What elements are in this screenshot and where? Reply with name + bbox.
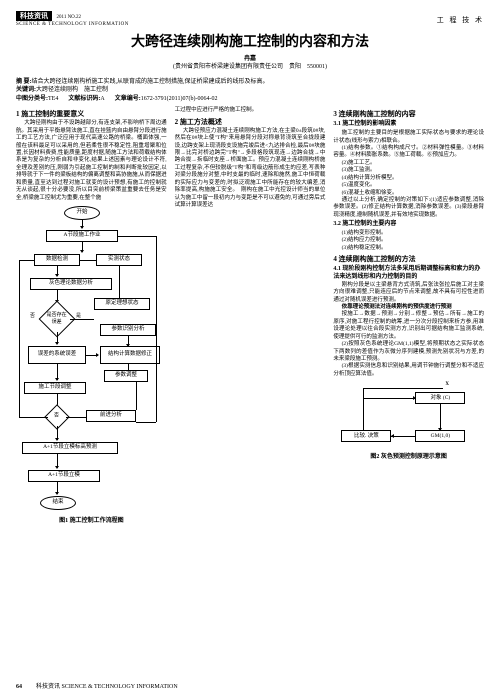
fig1-caption: 图1 施工控制工作流程图 — [16, 518, 167, 526]
author-block: 冉嘉 (贵州省贵阳市桥梁建设集团有限责任公司 贵阳 550001) — [16, 56, 484, 72]
page-number: 64 — [16, 684, 22, 692]
journal-sub: SCIENCE & TECHNOLOGY INFORMATION — [16, 22, 129, 29]
author-affiliation: (贵州省贵阳市桥梁建设集团有限责任公司 贵阳 550001) — [16, 64, 484, 72]
sec2-body: 大跨径预应力混凝土连续刚构施工方法,在主梁0±段筑0#块,然后在0#块上使"T构… — [175, 128, 326, 210]
list-item: (5)温度变化。 — [333, 182, 484, 189]
fig2-caption: 图2 灰色预测控制原理示意图 — [333, 454, 484, 462]
keywords-label: 关键词: — [16, 87, 36, 93]
flowchart-fig1: 开始 A节段施工作业 数据检测 实测状态 灰色理论数据分析 是否存在误差 是 否… — [16, 206, 167, 566]
clc-value: TE4 — [48, 96, 58, 102]
node-l: A+1节段立模标高预测 — [22, 442, 118, 454]
sec3-title: 3 连续刚构施工控制的内容 — [333, 110, 484, 119]
page-footer: 64 科技资讯 SCIENCE & TECHNOLOGY INFORMATION — [16, 684, 484, 692]
articleid-value: 1672-3791(2011)07(b)-0064-02 — [141, 96, 218, 102]
sub31-title: 3.1 施工控制的影响因素 — [333, 121, 484, 129]
label-no: 否 — [30, 314, 35, 321]
sec1-title: 1 施工控制的重要意义 — [16, 110, 167, 119]
mini-comp: 比较. 决策 — [341, 430, 391, 442]
journal-tag: 科技资讯 — [16, 11, 52, 21]
abstract-text: 结合大跨径连续刚构桥施工实践,从联育成的施工控制措施,保证桥梁建成后的线形及标高… — [32, 79, 269, 85]
list32: (1)结构变形控制。 (2)结构应力控制。 (3)结构稳定控制。 — [333, 230, 484, 252]
keywords-text: 大跨径连续刚构 施工控制 — [36, 87, 108, 93]
list-item: (4)结构计算分析模型。 — [333, 175, 484, 182]
content-columns: 1 施工控制的重要意义 大跨径刚构由于不设跨越部分,有连支架,不影响桥下周边通航… — [16, 107, 484, 566]
sub43-body: (3)根据实测信息和识别结果,用调节钟施行调整分和不适应分析顶应算法值。 — [333, 363, 484, 378]
node-end: 结束 — [40, 496, 76, 510]
column-2: 工过程中应进行严格的施工控制。 2 施工方法概述 大跨径预应力混凝土连续刚构施工… — [175, 107, 326, 566]
list31: (1)结构参数。①结构构成尺寸。②材料弹性模量。③材料容量。④材料膨胀系数。⑤施… — [333, 145, 484, 197]
issue-number: 2011 NO.22 — [57, 15, 82, 20]
node-c: 灰色理论数据分析 — [30, 278, 112, 290]
node-b2: 实测状态 — [96, 254, 142, 266]
col2-intro: 工过程中应进行严格的施工控制。 — [175, 107, 326, 114]
node-b1: 数据检测 — [34, 254, 80, 266]
articleid-label: 文章编号: — [115, 96, 141, 102]
sec4-title: 4 连续刚构施工控制的方法 — [333, 255, 484, 264]
sec1-body: 大跨径刚构由于不设跨越部分,有连支架,不影响桥下周边通航。其采用于平衡悬臂法施工… — [16, 120, 167, 202]
list-item: (3)施工监测。 — [333, 167, 484, 174]
node-m: A+1节段立模 — [28, 470, 100, 482]
clc-label: 中图分类号: — [16, 96, 48, 102]
list-item: (6)混凝土收缩和徐变。 — [333, 190, 484, 197]
column-3: 3 连续刚构施工控制的内容 3.1 施工控制的影响因素 施工控制的主要目的是根据… — [333, 107, 484, 566]
node-f: 误差的系统误差 — [28, 346, 86, 364]
sec2-title: 2 施工方法概述 — [175, 118, 326, 127]
node-h: 参数识别分析 — [100, 324, 156, 336]
node-g: 结构计算数据修正 — [100, 346, 160, 364]
sub31-extra: 通过以上分析,确定控制的对策如下:(1)适应参数调整,消除参数误差。(2)修正结… — [333, 197, 484, 219]
node-a: A节段施工作业 — [46, 230, 118, 242]
list-item: (2)结构应力控制。 — [333, 237, 484, 244]
node-i: 参数调整 — [104, 370, 148, 382]
mini-obj: 对象 (C) — [415, 392, 465, 404]
column-1: 1 施工控制的重要意义 大跨径刚构由于不设跨越部分,有连支架,不影响桥下周边通航… — [16, 107, 167, 566]
sub41-body: 刚构分段是以主梁悬背方式浇筑,后张法张拉后施工对主梁方向很难调整,只能连应后的节… — [333, 282, 484, 304]
abstract-block: 摘 要:结合大跨径连续刚构桥施工实践,从联育成的施工控制措施,保证桥梁建成后的线… — [16, 78, 484, 103]
node-j: 施工节段调整 — [24, 382, 86, 394]
article-title: 大跨径连续刚构施工控制的内容和方法 — [16, 34, 484, 52]
docid-value: A — [100, 96, 104, 102]
sub41-title: 4.1 现阶段刚构控制方法多采用后期调整标高和索力的办法来达到线形和内力控制的目… — [333, 266, 484, 280]
node-k: 前进分析 — [86, 410, 136, 422]
page-header: 科技资讯 2011 NO.22 SCIENCE & TECHNOLOGY INF… — [16, 12, 484, 28]
list-item: (1)结构参数。①结构构成尺寸。②材料弹性模量。③材料容量。④材料膨胀系数。⑤施… — [333, 145, 484, 160]
section-name: 工 程 技 术 — [437, 16, 484, 25]
docid-label: 文献标识码: — [68, 96, 100, 102]
header-left: 科技资讯 2011 NO.22 SCIENCE & TECHNOLOGY INF… — [16, 12, 129, 28]
sub42-body: (2)按照灰色系统理论GM(1,1)模型,将预期状态之实际状态下两数列的差值作为… — [333, 341, 484, 363]
node-start: 开始 — [64, 206, 100, 220]
sub31-body: 施工控制的主要目的是根据施工实际状态与要求的理论设计状态(线形与索力)相联合。 — [333, 130, 484, 145]
mini-gm: GM(1,0) — [415, 430, 465, 442]
formula-text: 按施工→数据→预测→分别→修整→预估→所有→施工的原序,对施工程行控制的统筹,进… — [333, 311, 484, 341]
mini-x: X — [445, 382, 449, 389]
abstract-label: 摘 要: — [16, 79, 32, 85]
sub32-title: 3.2 施工控制的主要内容 — [333, 221, 484, 229]
mini-diagram-fig2: X 对象 (C) 比较. 决策 GM(1,0) 图2 灰色预测控制原理示意图 — [333, 382, 484, 462]
node-e: 原定理想状态 — [94, 298, 150, 310]
list-item: (3)结构稳定控制。 — [333, 245, 484, 252]
footer-journal: 科技资讯 SCIENCE & TECHNOLOGY INFORMATION — [36, 684, 178, 692]
